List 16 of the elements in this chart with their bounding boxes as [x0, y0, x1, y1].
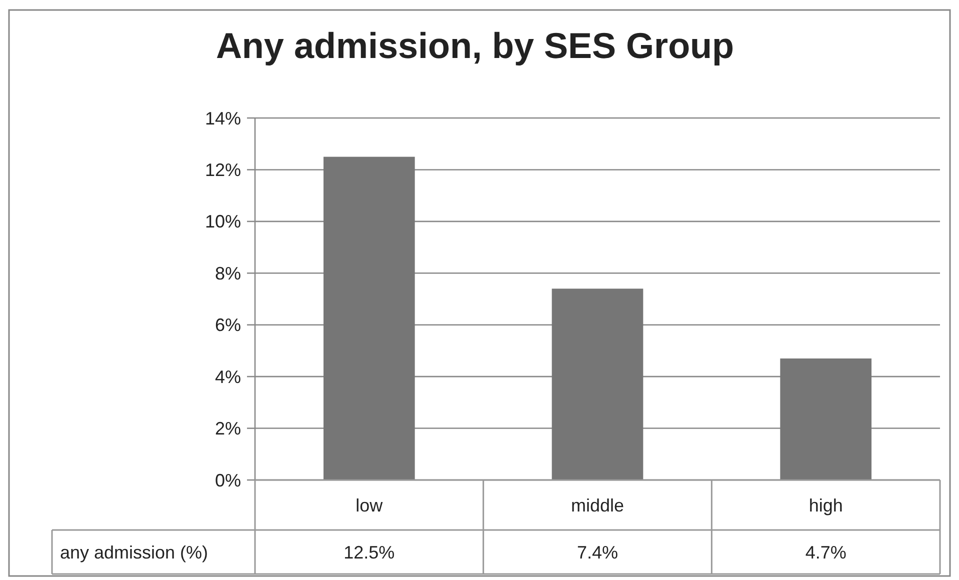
data-label: 4.7% — [805, 542, 846, 562]
y-tick-label: 12% — [204, 160, 241, 180]
y-tick-label: 10% — [204, 212, 241, 232]
y-tick-label: 2% — [214, 418, 241, 439]
text: any admission (%) — [60, 542, 208, 562]
y-tick-label: 8% — [214, 263, 241, 284]
y-tick-label: 0% — [214, 470, 241, 490]
x-tick-label: low — [356, 495, 384, 516]
data-label: 7.4% — [576, 542, 618, 562]
y-tick-label: 6% — [214, 315, 241, 336]
data-label: 12.5% — [344, 542, 395, 562]
y-tick-label: 14% — [204, 108, 241, 128]
x-tick-label: middle — [570, 495, 624, 516]
x-tick-label: high — [808, 495, 843, 516]
chart-title: Any admission, by SES Group — [216, 25, 734, 66]
y-tick-label: 4% — [214, 366, 241, 387]
